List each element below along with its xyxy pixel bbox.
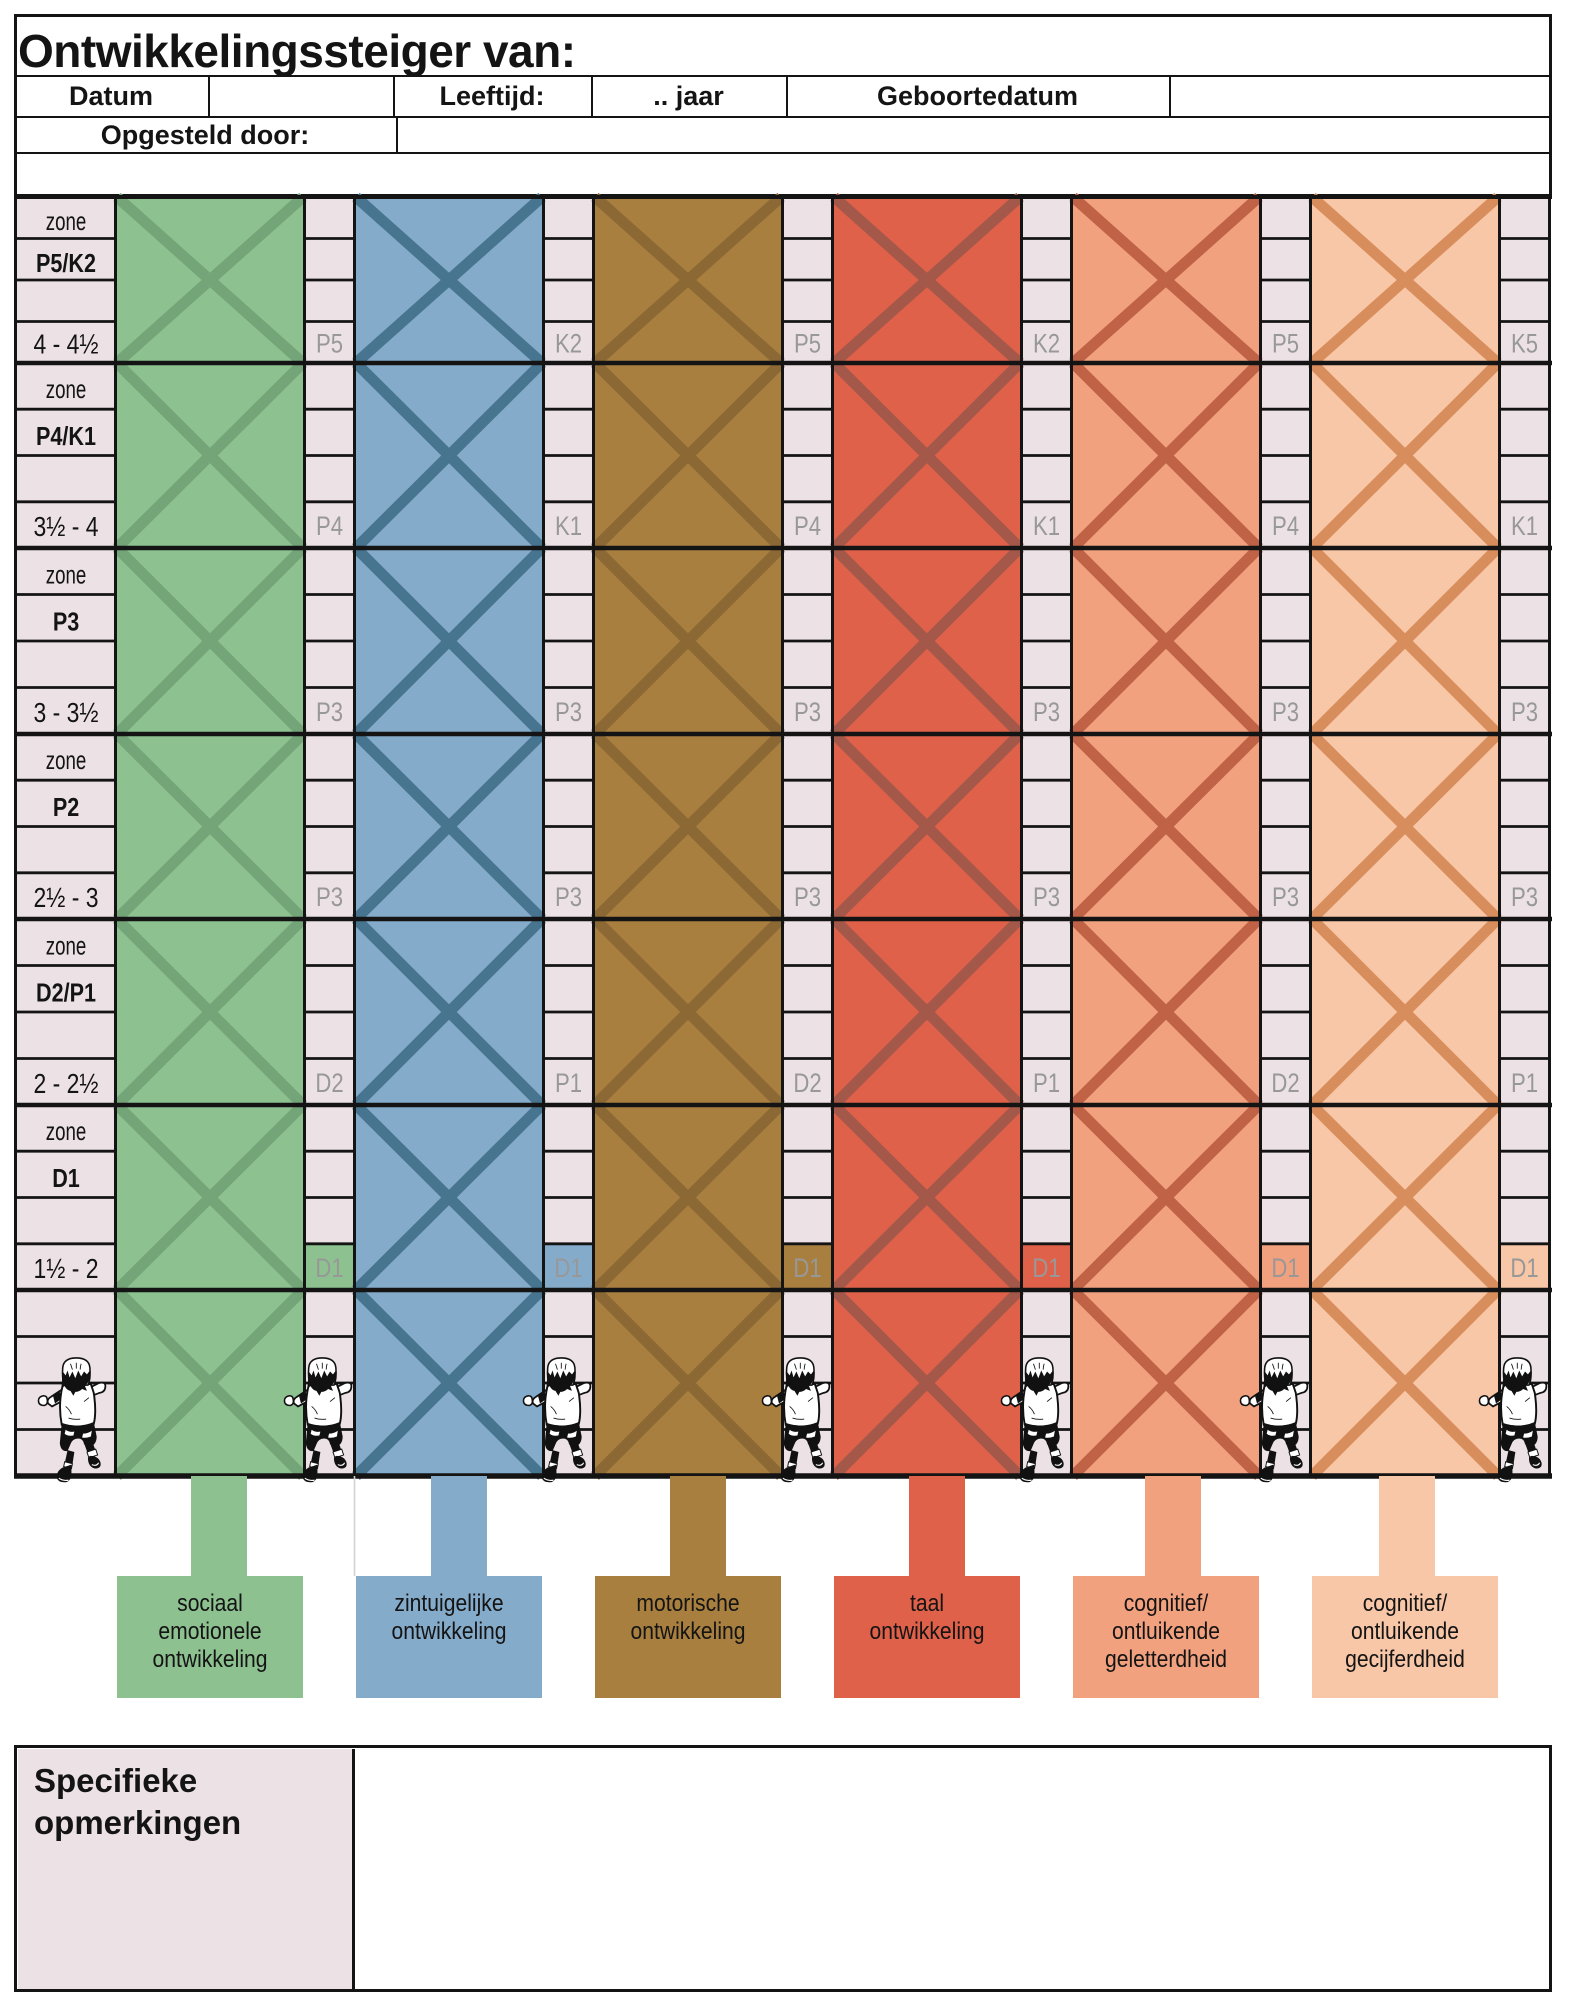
svg-text:D1: D1 — [1032, 1254, 1060, 1284]
svg-text:geletterdheid: geletterdheid — [1105, 1646, 1227, 1673]
svg-text:P5: P5 — [1272, 329, 1299, 359]
svg-text:cognitief/: cognitief/ — [1124, 1590, 1209, 1617]
svg-text:emotionele: emotionele — [158, 1618, 261, 1645]
svg-text:D2: D2 — [1271, 1069, 1299, 1099]
svg-text:ontwikkeling: ontwikkeling — [631, 1618, 746, 1645]
svg-text:P1: P1 — [1033, 1069, 1060, 1099]
svg-text:K1: K1 — [555, 512, 582, 542]
svg-text:zone: zone — [46, 206, 87, 236]
svg-text:D1: D1 — [554, 1254, 582, 1284]
svg-text:3½ - 4: 3½ - 4 — [33, 512, 98, 543]
svg-text:4 - 4½: 4 - 4½ — [33, 329, 98, 360]
svg-text:D2: D2 — [315, 1069, 343, 1099]
svg-text:P5: P5 — [794, 329, 821, 359]
svg-text:1½ - 2: 1½ - 2 — [33, 1254, 98, 1285]
svg-text:D2/P1: D2/P1 — [36, 978, 96, 1007]
svg-text:K2: K2 — [1033, 329, 1060, 359]
svg-text:P3: P3 — [794, 883, 821, 913]
svg-text:P3: P3 — [794, 698, 821, 728]
svg-text:P2: P2 — [53, 793, 79, 822]
svg-text:3 - 3½: 3 - 3½ — [33, 698, 98, 729]
svg-text:D1: D1 — [52, 1164, 80, 1193]
svg-text:K2: K2 — [555, 329, 582, 359]
svg-text:ontwikkeling: ontwikkeling — [392, 1618, 507, 1645]
svg-text:D1: D1 — [1510, 1254, 1538, 1284]
svg-text:P4: P4 — [316, 512, 343, 542]
svg-text:zintuigelijke: zintuigelijke — [394, 1590, 503, 1617]
svg-text:ontwikkeling: ontwikkeling — [870, 1618, 985, 1645]
svg-text:P3: P3 — [1033, 698, 1060, 728]
svg-text:P3: P3 — [1511, 883, 1538, 913]
svg-text:zone: zone — [46, 374, 87, 404]
svg-text:zone: zone — [46, 1116, 87, 1146]
svg-text:P3: P3 — [1272, 883, 1299, 913]
svg-text:D1: D1 — [793, 1254, 821, 1284]
svg-text:ontluikende: ontluikende — [1112, 1618, 1220, 1645]
svg-text:D1: D1 — [315, 1254, 343, 1284]
svg-text:ontwikkeling: ontwikkeling — [153, 1646, 268, 1673]
svg-text:sociaal: sociaal — [177, 1590, 243, 1617]
svg-text:K5: K5 — [1511, 329, 1538, 359]
svg-text:cognitief/: cognitief/ — [1363, 1590, 1448, 1617]
svg-text:P3: P3 — [1511, 698, 1538, 728]
svg-text:zone: zone — [46, 559, 87, 589]
svg-text:P1: P1 — [555, 1069, 582, 1099]
svg-text:K1: K1 — [1511, 512, 1538, 542]
svg-text:K1: K1 — [1033, 512, 1060, 542]
svg-text:gecijferdheid: gecijferdheid — [1345, 1646, 1465, 1673]
svg-text:zone: zone — [46, 930, 87, 960]
svg-text:P3: P3 — [1033, 883, 1060, 913]
svg-text:2 - 2½: 2 - 2½ — [33, 1069, 98, 1100]
svg-text:P3: P3 — [316, 883, 343, 913]
svg-text:P3: P3 — [53, 607, 79, 636]
svg-text:P5/K2: P5/K2 — [36, 249, 96, 278]
svg-text:P3: P3 — [555, 698, 582, 728]
svg-text:P3: P3 — [316, 698, 343, 728]
svg-text:P4/K1: P4/K1 — [36, 422, 96, 451]
svg-text:P4: P4 — [1272, 512, 1299, 542]
svg-text:D2: D2 — [793, 1069, 821, 1099]
svg-text:ontluikende: ontluikende — [1351, 1618, 1459, 1645]
svg-text:motorische: motorische — [636, 1590, 739, 1617]
svg-text:P3: P3 — [555, 883, 582, 913]
svg-text:zone: zone — [46, 745, 87, 775]
svg-text:2½ - 3: 2½ - 3 — [33, 883, 98, 914]
svg-text:taal: taal — [910, 1590, 944, 1617]
svg-text:P4: P4 — [794, 512, 821, 542]
svg-text:P5: P5 — [316, 329, 343, 359]
svg-text:P1: P1 — [1511, 1069, 1538, 1099]
svg-text:P3: P3 — [1272, 698, 1299, 728]
svg-text:D1: D1 — [1271, 1254, 1299, 1284]
